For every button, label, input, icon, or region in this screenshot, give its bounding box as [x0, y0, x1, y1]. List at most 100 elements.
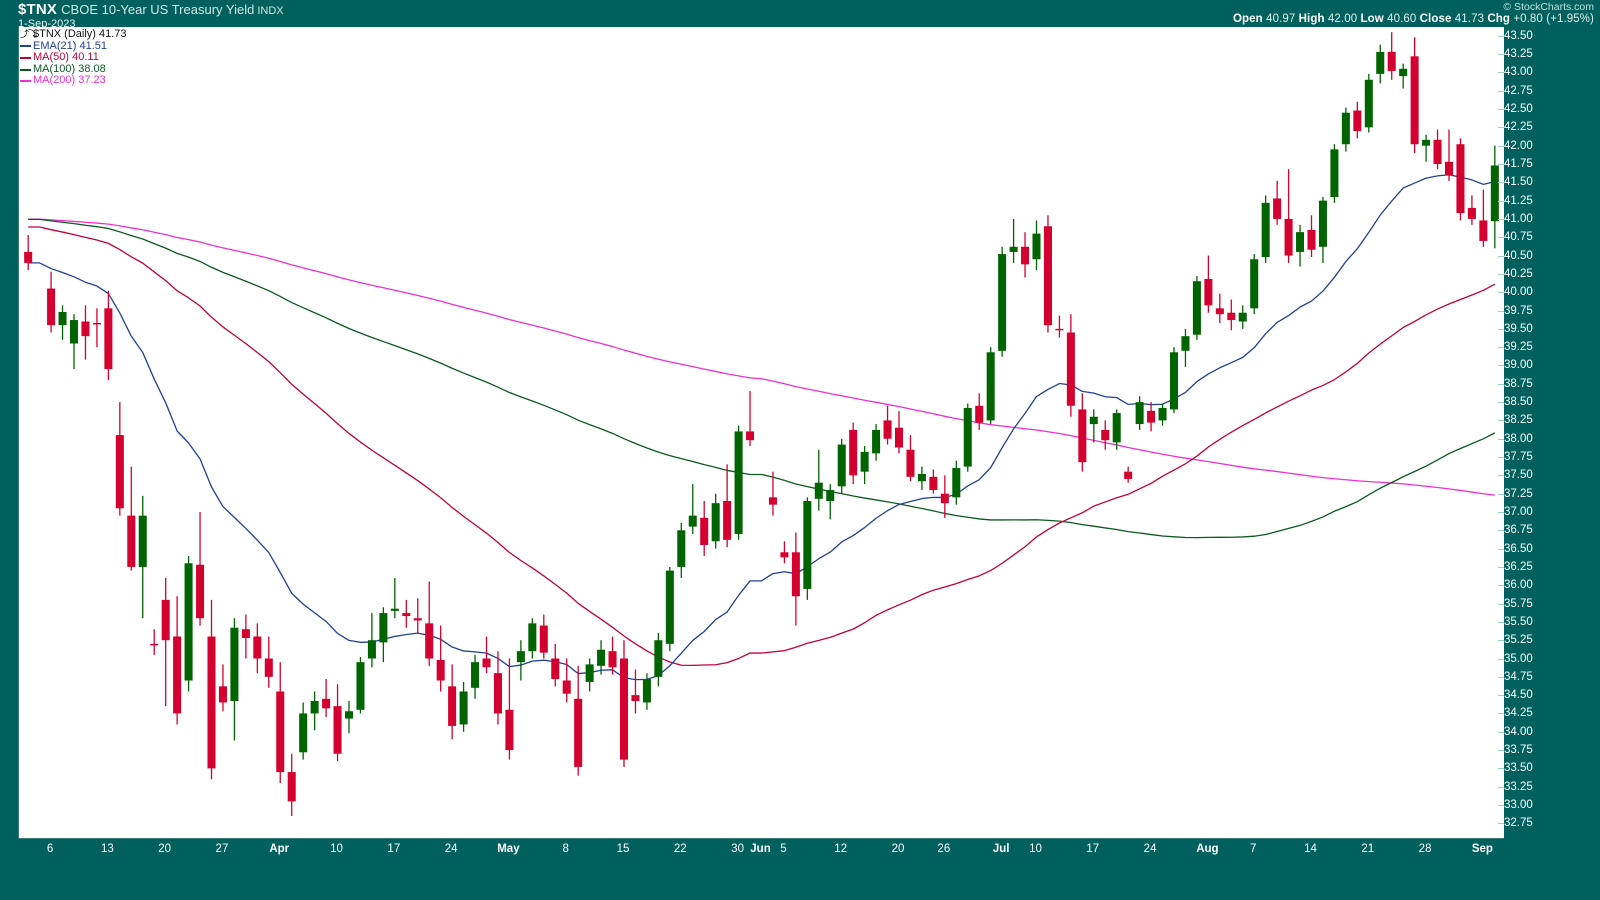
candle-body — [1192, 281, 1201, 335]
price-tick-mark — [1498, 750, 1504, 752]
candle-body — [929, 476, 938, 491]
price-tick-mark — [1498, 72, 1504, 74]
candle-body — [58, 311, 67, 326]
price-tick-label: 33.50 — [1504, 762, 1533, 775]
candle-body — [425, 623, 434, 659]
candle-body — [47, 288, 56, 326]
legend-row: EMA(21) 41.51 — [20, 40, 127, 53]
candle-body — [963, 407, 972, 467]
date-axis: 6 13 20 27 Apr 10 17 24 May 8 15 22 30 Jun 5 12 20 26 Jul 1… — [18, 841, 1504, 863]
price-tick-label: 38.50 — [1504, 396, 1533, 409]
candle-body — [413, 618, 422, 621]
price-tick-mark — [1498, 127, 1504, 129]
date-tick-label: 20 — [891, 843, 905, 855]
candle-body — [184, 563, 193, 681]
candle-body — [1089, 416, 1098, 425]
price-tick-mark — [1498, 731, 1504, 733]
candle-body — [1158, 407, 1167, 421]
candle-body — [253, 636, 262, 659]
price-tick-mark — [1498, 200, 1504, 202]
price-tick-label: 35.00 — [1504, 652, 1533, 665]
price-tick-mark — [1498, 273, 1504, 275]
candle-body — [1124, 471, 1133, 480]
candle-body — [780, 552, 789, 558]
price-tick-mark — [1498, 109, 1504, 111]
candle-body — [1456, 144, 1465, 214]
price-tick-mark — [1498, 90, 1504, 92]
candle-body — [860, 451, 869, 472]
candle-body — [1490, 165, 1499, 222]
plot-area[interactable] — [18, 27, 1504, 839]
candle-body — [1284, 218, 1293, 256]
candle-body — [998, 254, 1007, 351]
candle-body — [562, 680, 571, 694]
date-tick-label: 10 — [330, 843, 343, 855]
candle-body — [1009, 246, 1018, 252]
candle-body — [505, 709, 514, 751]
candle-body — [436, 659, 445, 681]
price-tick-label: 41.25 — [1504, 194, 1533, 207]
line-swatch-icon — [20, 56, 31, 59]
candle-body — [1204, 279, 1213, 306]
candle-icon: ⤴⤵ — [20, 29, 37, 39]
price-tick-label: 37.25 — [1504, 487, 1533, 500]
price-tick-mark — [1498, 182, 1504, 184]
candle-body — [1444, 161, 1454, 175]
date-tick-label: Aug — [1196, 843, 1219, 855]
candle-body — [608, 651, 617, 668]
price-tick-mark — [1498, 530, 1504, 532]
price-tick-mark — [1498, 310, 1504, 312]
date-tick-label: 7 — [1250, 843, 1257, 855]
ma100-line — [28, 218, 1496, 539]
price-tick-label: 38.00 — [1504, 432, 1533, 445]
candle-body — [1433, 139, 1442, 164]
candle-body — [1261, 202, 1270, 258]
price-tick-mark — [1498, 676, 1504, 678]
candle-body — [299, 713, 308, 753]
legend-label: $TNX (Daily) 41.73 — [33, 28, 127, 40]
candle-body — [872, 429, 881, 454]
price-tick-label: 35.75 — [1504, 597, 1533, 610]
line-swatch-icon — [20, 45, 31, 48]
candle-body — [791, 552, 800, 597]
legend-row: MA(100) 38.08 — [20, 63, 127, 76]
price-tick-label: 40.25 — [1504, 267, 1533, 280]
price-tick-mark — [1498, 347, 1504, 349]
price-tick-mark — [1498, 603, 1504, 605]
price-tick-mark — [1498, 566, 1504, 568]
date-tick-label: 5 — [780, 843, 787, 855]
price-tick-label: 39.00 — [1504, 359, 1533, 372]
candle-body — [367, 640, 376, 659]
candle-body — [734, 431, 743, 534]
candle-body — [677, 530, 686, 567]
price-tick-label: 32.75 — [1504, 817, 1533, 830]
date-tick-label: 13 — [100, 843, 114, 855]
price-tick-label: 42.00 — [1504, 139, 1533, 152]
candle-body — [1238, 312, 1247, 322]
candle-body — [81, 321, 90, 337]
candle-body — [1273, 198, 1282, 219]
date-tick-label: 10 — [1029, 843, 1042, 855]
price-tick-mark — [1498, 805, 1504, 807]
close-label: Close — [1419, 13, 1452, 25]
price-tick-mark — [1498, 695, 1504, 697]
candle-body — [952, 468, 961, 498]
candle-body — [356, 662, 365, 710]
price-tick-label: 41.50 — [1504, 176, 1533, 189]
price-tick-label: 34.50 — [1504, 689, 1533, 702]
high-value: 42.00 — [1327, 13, 1358, 25]
price-tick-mark — [1498, 163, 1504, 165]
date-tick-label: 21 — [1361, 843, 1375, 855]
stockcharts-watermark: © StockCharts.com — [1503, 1, 1594, 13]
price-tick-label: 42.50 — [1504, 103, 1533, 116]
candle-body — [1066, 332, 1075, 406]
candle-body — [746, 431, 755, 441]
price-tick-label: 34.25 — [1504, 707, 1533, 720]
candle-body — [1399, 68, 1408, 77]
candle-body — [482, 658, 491, 668]
date-tick-label: 8 — [562, 843, 569, 855]
candle-body — [69, 320, 79, 344]
price-tick-label: 37.00 — [1504, 505, 1533, 518]
candle-body — [448, 686, 457, 726]
